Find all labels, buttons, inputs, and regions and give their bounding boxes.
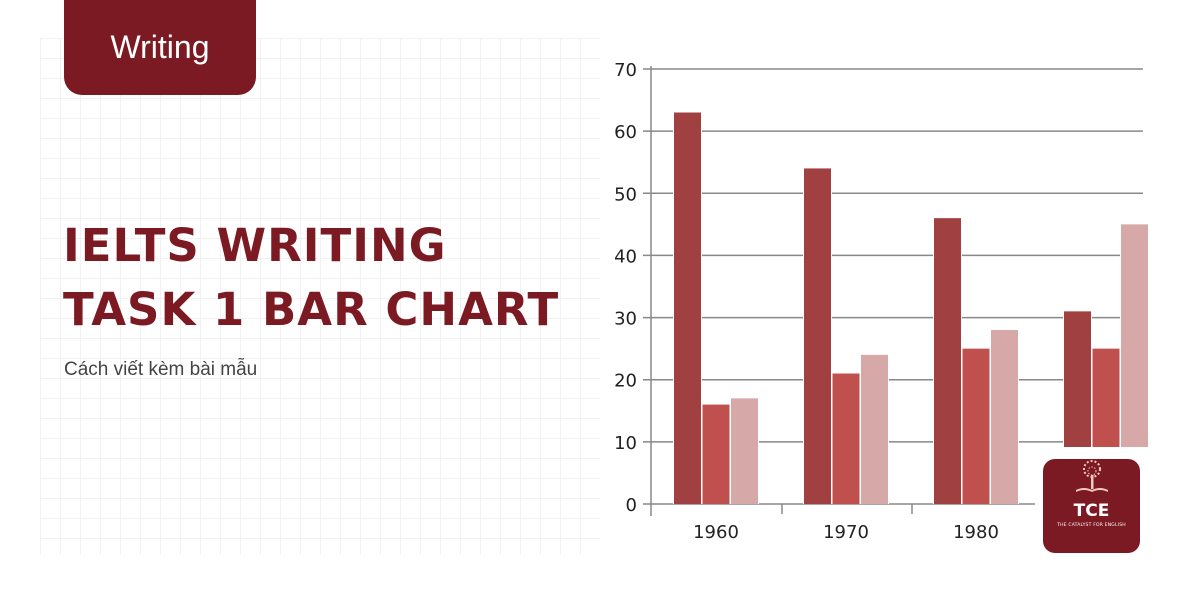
category-badge-label: Writing: [110, 29, 210, 65]
title-line-2: TASK 1 BAR CHART: [63, 283, 560, 336]
bar: [832, 373, 860, 504]
bar: [991, 330, 1018, 504]
bar: [861, 354, 888, 504]
y-tick-label: 20: [614, 371, 637, 392]
grid-background: [40, 38, 600, 555]
y-tick-label: 30: [614, 309, 637, 330]
y-tick-label: 10: [614, 433, 637, 454]
bar: [731, 398, 758, 504]
y-tick-label: 40: [614, 246, 637, 267]
x-tick-label: 1980: [953, 522, 999, 543]
bar: [702, 404, 730, 504]
bar: [934, 218, 961, 504]
category-badge[interactable]: Writing: [64, 0, 256, 95]
x-tick-label: 1960: [693, 522, 739, 543]
logo-tagline: THE CATALYST FOR ENGLISH: [1057, 523, 1126, 528]
title-line-1: IELTS WRITING: [63, 219, 447, 272]
y-tick-label: 70: [614, 60, 637, 81]
bar: [804, 168, 831, 504]
tce-logo: TCE THE CATALYST FOR ENGLISH: [1043, 459, 1140, 553]
x-tick-label: 1970: [823, 522, 869, 543]
tree-book-icon: [1075, 460, 1108, 492]
logo-name: TCE: [1073, 501, 1110, 521]
page-title: IELTS WRITING TASK 1 BAR CHART: [63, 214, 559, 342]
bar: [674, 112, 701, 504]
subtitle: Cách viết kèm bài mẫu: [64, 359, 258, 380]
bar: [962, 348, 990, 504]
y-tick-label: 0: [626, 495, 637, 516]
y-tick-label: 60: [614, 122, 637, 143]
y-tick-label: 50: [614, 184, 637, 205]
